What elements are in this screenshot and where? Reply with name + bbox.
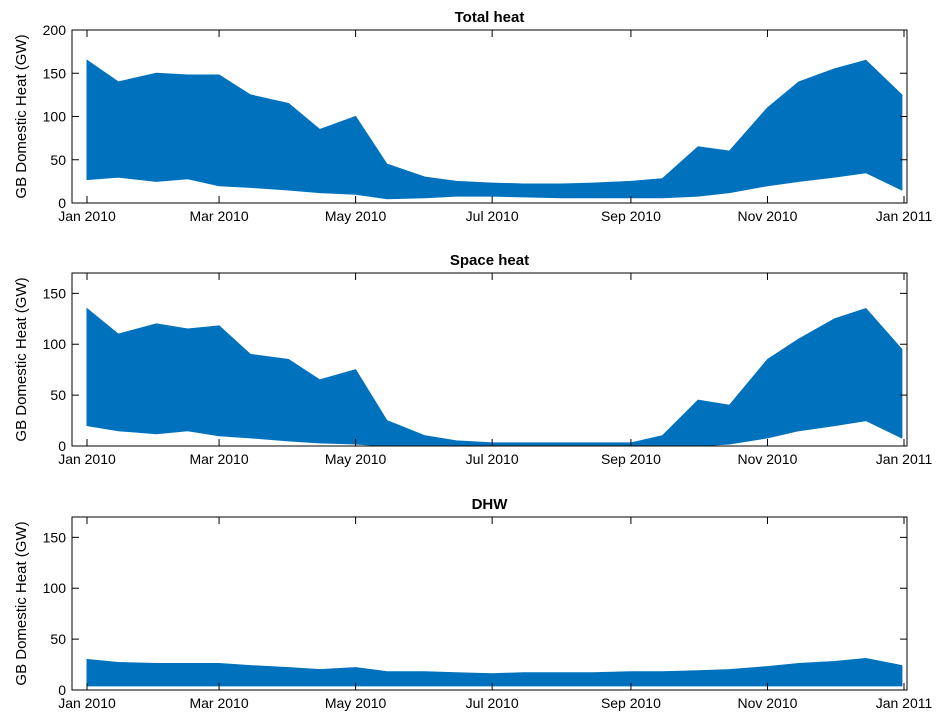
y-tick-label: 100: [43, 580, 67, 596]
x-tick-label: Sep 2010: [601, 208, 661, 224]
x-tick-label: May 2010: [325, 695, 387, 711]
y-tick-label: 50: [50, 631, 66, 647]
axes-box: [71, 272, 908, 447]
series-band: [86, 307, 903, 447]
y-axis-label: GB Domestic Heat (GW): [13, 34, 30, 198]
x-tick-label: Jan 2011: [876, 451, 933, 467]
y-tick-label: 100: [43, 109, 67, 125]
y-tick-label: 50: [50, 387, 66, 403]
x-tick-label: Mar 2010: [189, 695, 248, 711]
panel-title: DHW: [472, 496, 509, 513]
panel-title: Total heat: [455, 9, 525, 26]
y-tick-label: 0: [58, 195, 66, 211]
axes-box: [71, 516, 908, 691]
y-tick-label: 0: [58, 682, 66, 698]
x-tick-label: Jan 2010: [58, 695, 116, 711]
x-tick-label: Mar 2010: [189, 451, 248, 467]
x-tick-label: Jan 2010: [58, 451, 116, 467]
y-tick-label: 50: [50, 152, 66, 168]
y-tick-label: 0: [58, 438, 66, 454]
x-tick-label: Sep 2010: [601, 695, 661, 711]
x-tick-label: Jan 2010: [58, 208, 116, 224]
panel-title: Space heat: [450, 252, 529, 269]
series-band: [86, 657, 903, 687]
panel-dhw: DHW GB Domestic Heat (GW) 0 50 100 150 Jan 201…: [13, 496, 932, 711]
series-band: [86, 59, 903, 200]
x-tick-label: Jan 2011: [876, 695, 933, 711]
y-tick-label: 200: [43, 22, 67, 38]
x-tick-label: May 2010: [325, 451, 387, 467]
x-tick-label: Nov 2010: [737, 695, 797, 711]
panel-total-heat: Total heat GB Domestic Heat (GW) 0 50 100 150…: [13, 9, 932, 224]
x-tick-label: Jul 2010: [466, 451, 519, 467]
y-tick-label: 100: [43, 336, 67, 352]
panel-space-heat: Space heat GB Domestic Heat (GW) 0 50 100 150…: [13, 252, 932, 467]
x-tick-label: Jul 2010: [466, 208, 519, 224]
y-axis-label: GB Domestic Heat (GW): [13, 277, 30, 441]
x-tick-label: May 2010: [325, 208, 387, 224]
y-axis-label: GB Domestic Heat (GW): [13, 521, 30, 685]
x-tick-label: Nov 2010: [737, 208, 797, 224]
x-tick-label: Jan 2011: [876, 208, 933, 224]
y-tick-label: 150: [43, 285, 67, 301]
y-tick-label: 150: [43, 65, 67, 81]
x-tick-label: Nov 2010: [737, 451, 797, 467]
x-tick-label: Jul 2010: [466, 695, 519, 711]
x-tick-label: Mar 2010: [189, 208, 248, 224]
y-tick-label: 150: [43, 529, 67, 545]
x-tick-label: Sep 2010: [601, 451, 661, 467]
